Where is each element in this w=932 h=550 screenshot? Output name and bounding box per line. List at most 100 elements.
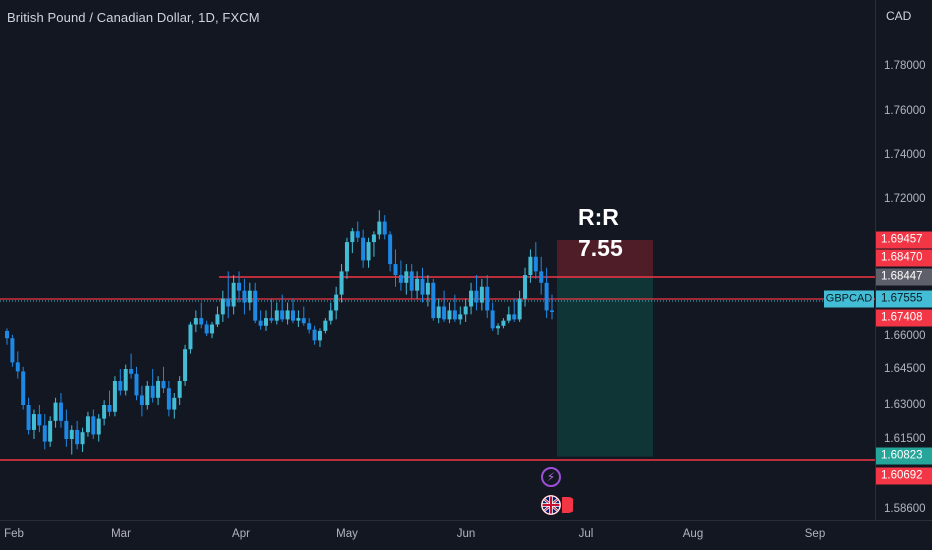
candle-body [64,420,69,439]
candle-body [75,429,80,445]
candle-body [533,256,538,272]
candle-body [388,234,393,265]
candle-body [269,318,274,321]
price-badge: 1.60823 [876,447,932,465]
candle-body [80,432,85,445]
candle-body [307,323,312,330]
price-tick: 1.76000 [884,105,926,117]
candle-body [328,310,333,321]
candle-body [48,420,53,442]
candle-body [274,310,279,321]
price-badge: 1.60692 [876,467,932,485]
candle-body [501,320,506,326]
price-tick: 1.63000 [884,399,926,411]
candle-body [496,325,501,329]
candle-body [431,282,436,319]
candle-body [452,310,457,320]
candle-body [199,318,204,325]
candle-body [15,362,20,372]
risk-reward-annotation: R:R 7.55 [578,202,623,264]
currency-label: CAD [886,9,912,23]
candle-body [301,318,306,324]
candle-body [139,395,144,405]
candle-body [258,320,263,326]
candle-body [166,388,171,410]
take-profit-zone [557,277,653,457]
candle-body [361,237,366,261]
candle-body [37,414,42,426]
price-tick: 1.64500 [884,363,926,375]
price-tick: 1.66000 [884,330,926,342]
candle-body [129,369,134,374]
price-tick: 1.78000 [884,60,926,72]
candle-body [447,310,452,320]
candle-body [517,298,522,320]
candle-body [231,282,236,307]
rr-label: R:R [578,204,619,230]
candle-body [247,290,252,303]
candle-body [150,385,155,398]
candle-body [156,381,161,398]
candle-body [161,381,166,389]
candle-body [425,282,430,295]
price-badge: 1.67408 [876,309,932,327]
candle-body [264,318,269,326]
candle-body [253,290,258,321]
price-tick: 1.58600 [884,503,926,515]
candle-body [409,271,414,291]
candle-body [285,310,290,320]
candle-body [118,381,123,391]
candle-body [96,418,101,435]
candle-body [26,405,31,430]
rr-value: 7.55 [578,235,623,261]
candle-body [42,425,47,442]
price-tick: 1.74000 [884,149,926,161]
time-tick: Apr [232,528,250,540]
candle-body [377,221,382,235]
candle-body [382,221,387,235]
price-tick: 1.61500 [884,433,926,445]
candle-body [220,298,225,315]
candle-body [69,429,74,439]
candle-body [112,381,117,412]
candle-body [312,329,317,341]
candle-body [512,314,517,320]
candle-body [442,306,447,320]
candle-body [188,324,193,350]
time-tick: Sep [804,528,826,540]
candle-body [193,318,198,325]
price-badge: 1.68470 [876,249,932,267]
candle-body [398,275,403,283]
candle-body [280,310,285,320]
lightning-icon[interactable]: ⚡ [541,467,561,487]
price-axis-divider [875,0,876,520]
candle-body [479,286,484,303]
candle-body [371,234,376,243]
uk-flag-icon[interactable] [540,494,573,516]
candle-body [355,231,360,238]
candle-body [172,397,177,410]
candle-body [404,271,409,283]
candle-body [237,282,242,291]
time-axis-divider [0,520,932,521]
candle-body [210,324,215,334]
candle-body [436,306,441,319]
price-badge: 1.67555 [876,290,932,308]
candle-body [415,278,420,291]
candle-body [102,405,107,419]
candle-body [5,330,9,339]
candle-body [550,310,554,313]
candle-body [393,264,398,276]
candle-body [350,231,355,243]
time-tick: Jul [578,528,594,540]
candle-body [474,290,479,303]
price-tick: 1.72000 [884,193,926,205]
time-tick: Feb [4,528,24,540]
candle-body [523,275,528,299]
candle-body [323,320,328,331]
time-tick: May [336,528,358,540]
candle-body [21,371,26,405]
candle-body [506,314,511,321]
